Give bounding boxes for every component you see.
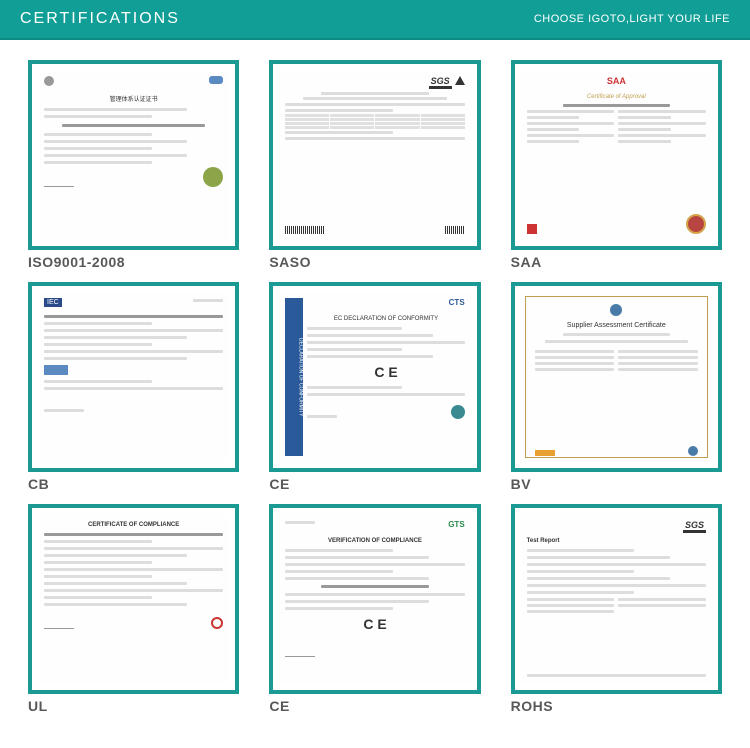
cert-label: BV bbox=[511, 476, 722, 492]
cert-item-ul: CERTIFICATE OF COMPLIANCE UL bbox=[28, 504, 239, 714]
cert-label: CB bbox=[28, 476, 239, 492]
cert-label: ROHS bbox=[511, 698, 722, 714]
cert-frame: SGS Test Report bbox=[511, 504, 722, 694]
gts-logo: GTS bbox=[448, 520, 464, 529]
cert-item-cb: IEC CB bbox=[28, 282, 239, 492]
cert-frame: DECLARATION OF CONFORMITY CTS EC DECLARA… bbox=[269, 282, 480, 472]
cert-frame: IEC bbox=[28, 282, 239, 472]
cert-frame: CERTIFICATE OF COMPLIANCE bbox=[28, 504, 239, 694]
iec-logo: IEC bbox=[44, 298, 62, 307]
cert-label: SASO bbox=[269, 254, 480, 270]
cert-label: CE bbox=[269, 698, 480, 714]
tagline: CHOOSE IGOTO,LIGHT YOUR LIFE bbox=[534, 13, 730, 25]
cert-item-rohs: SGS Test Report ROHS bbox=[511, 504, 722, 714]
cert-frame: GTS VERIFICATION OF COMPLIANCE C E bbox=[269, 504, 480, 694]
cert-frame: 管理体系认证证书 bbox=[28, 60, 239, 250]
cert-label: SAA bbox=[511, 254, 722, 270]
cts-logo: CTS bbox=[449, 298, 465, 307]
saa-logo: SAA bbox=[607, 76, 626, 86]
cert-item-saso: SGS SASO bbox=[269, 60, 480, 270]
cert-frame: SAA Certificate of Approval bbox=[511, 60, 722, 250]
sgs-logo: SGS bbox=[683, 520, 706, 533]
header-bar: CERTIFICATIONS CHOOSE IGOTO,LIGHT YOUR L… bbox=[0, 0, 750, 40]
cert-label: UL bbox=[28, 698, 239, 714]
cert-item-ce2: GTS VERIFICATION OF COMPLIANCE C E CE bbox=[269, 504, 480, 714]
cert-frame: SGS bbox=[269, 60, 480, 250]
cert-item-ce1: DECLARATION OF CONFORMITY CTS EC DECLARA… bbox=[269, 282, 480, 492]
certificates-grid: 管理体系认证证书 ISO9001-2008 SGS SASO bbox=[0, 40, 750, 734]
page-title: CERTIFICATIONS bbox=[20, 10, 180, 28]
cert-item-saa: SAA Certificate of Approval SAA bbox=[511, 60, 722, 270]
declaration-sidebar: DECLARATION OF CONFORMITY bbox=[285, 298, 303, 456]
sgs-logo: SGS bbox=[429, 76, 452, 89]
cert-label: ISO9001-2008 bbox=[28, 254, 239, 270]
cert-frame: Supplier Assessment Certificate bbox=[511, 282, 722, 472]
cert-item-bv: Supplier Assessment Certificate BV bbox=[511, 282, 722, 492]
cert-item-iso: 管理体系认证证书 ISO9001-2008 bbox=[28, 60, 239, 270]
cert-label: CE bbox=[269, 476, 480, 492]
